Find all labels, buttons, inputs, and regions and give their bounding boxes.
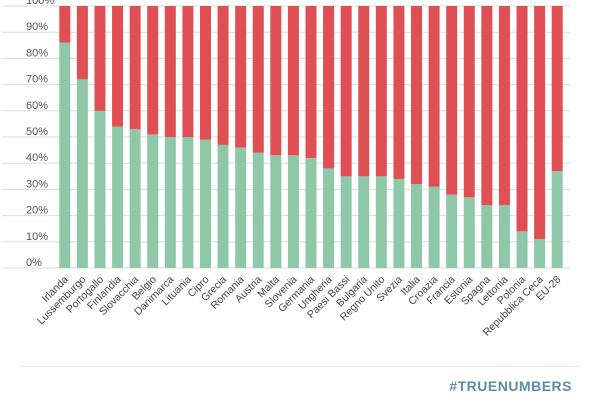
bar-upper-segment: [147, 6, 159, 135]
bar-lower-segment: [182, 137, 194, 268]
y-tick-label: 60%: [26, 100, 48, 112]
y-tick-label: 30%: [26, 178, 48, 190]
bar-upper-segment: [129, 6, 141, 130]
bar-upper-segment: [340, 6, 352, 177]
y-tick-label: 100%: [26, 0, 54, 7]
bar-lower-segment: [340, 176, 352, 268]
bar-upper-segment: [59, 6, 71, 43]
bar-upper-segment: [551, 6, 563, 172]
y-tick-label: 20%: [26, 205, 48, 217]
bar-upper-segment: [516, 6, 528, 232]
footer-divider: [20, 366, 580, 367]
y-tick-label: 80%: [26, 47, 48, 59]
bar-upper-segment: [534, 6, 546, 240]
bar-upper-segment: [481, 6, 493, 206]
bar-upper-segment: [287, 6, 299, 156]
y-tick-label: 0%: [26, 257, 42, 269]
bar-lower-segment: [147, 134, 159, 268]
bar-upper-segment: [199, 6, 211, 140]
bars: [59, 6, 563, 269]
bar-upper-segment: [94, 6, 106, 111]
bar-lower-segment: [534, 239, 546, 268]
bar-lower-segment: [375, 176, 387, 268]
bar-upper-segment: [235, 6, 247, 148]
bar-lower-segment: [94, 110, 106, 268]
bar-lower-segment: [463, 197, 475, 268]
bar-upper-segment: [411, 6, 423, 185]
bar-lower-segment: [411, 184, 423, 268]
bar-lower-segment: [217, 144, 229, 268]
bar-upper-segment: [182, 6, 194, 137]
y-tick-label: 70%: [26, 74, 48, 86]
bar-lower-segment: [393, 178, 405, 268]
bar-lower-segment: [59, 42, 71, 269]
bar-lower-segment: [235, 147, 247, 268]
bar-upper-segment: [446, 6, 458, 195]
bar-upper-segment: [393, 6, 405, 179]
bar-lower-segment: [358, 176, 370, 268]
bar-lower-segment: [551, 171, 563, 268]
bar-lower-segment: [446, 194, 458, 268]
bar-lower-segment: [199, 139, 211, 268]
bar-upper-segment: [164, 6, 176, 137]
y-tick-label: 10%: [26, 231, 48, 243]
bar-upper-segment: [463, 6, 475, 198]
bar-lower-segment: [305, 157, 317, 268]
bar-lower-segment: [252, 152, 264, 268]
bar-lower-segment: [164, 137, 176, 268]
bar-upper-segment: [358, 6, 370, 177]
x-axis-ticks: IrlandaLussemburgoPortogalloFinlandiaSlo…: [35, 274, 563, 339]
bar-upper-segment: [217, 6, 229, 145]
bar-lower-segment: [428, 186, 440, 268]
bar-lower-segment: [323, 168, 335, 268]
bar-lower-segment: [270, 155, 282, 268]
bar-upper-segment: [112, 6, 124, 127]
bar-lower-segment: [129, 129, 141, 268]
y-axis-ticks: 0% 10% 20% 30% 40% 50% 60% 70% 80% 90% 100%: [26, 0, 54, 269]
bar-upper-segment: [375, 6, 387, 177]
y-tick-label: 40%: [26, 152, 48, 164]
bar-upper-segment: [305, 6, 317, 158]
brand-logo: #TRUENUMBERS: [449, 378, 572, 394]
bar-upper-segment: [252, 6, 264, 153]
bar-upper-segment: [323, 6, 335, 169]
bar-upper-segment: [498, 6, 510, 206]
bar-upper-segment: [428, 6, 440, 187]
bar-lower-segment: [516, 231, 528, 268]
y-tick-label: 90%: [26, 21, 48, 33]
bar-upper-segment: [270, 6, 282, 156]
bar-lower-segment: [481, 205, 493, 268]
bar-lower-segment: [112, 126, 124, 269]
bar-lower-segment: [287, 155, 299, 268]
bar-lower-segment: [498, 205, 510, 268]
y-tick-label: 50%: [26, 126, 48, 138]
bar-lower-segment: [76, 79, 88, 268]
bar-upper-segment: [76, 6, 88, 80]
